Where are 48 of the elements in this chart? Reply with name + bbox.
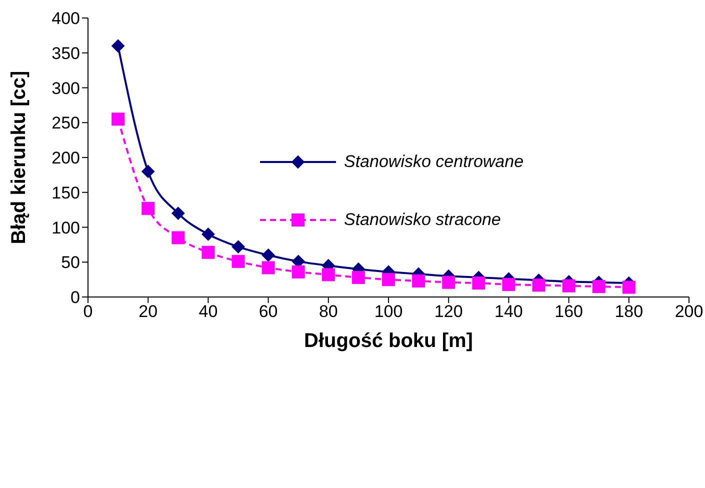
x-tick-label: 20 [138, 302, 158, 322]
y-tick-label: 300 [52, 78, 80, 98]
legend-label: Stanowisko centrowane [344, 152, 524, 172]
y-tick-label: 400 [52, 9, 80, 28]
x-tick-label: 60 [258, 302, 278, 322]
point [382, 273, 395, 286]
y-tick-label: 0 [70, 288, 80, 308]
y-tick-label: 250 [52, 114, 80, 133]
x-tick-label: 0 [83, 302, 93, 322]
y-tick-label: 200 [52, 148, 80, 168]
point [262, 248, 275, 262]
point [292, 265, 305, 278]
x-tick-label: 40 [198, 302, 218, 322]
point [442, 276, 456, 289]
y-tick-label: 150 [52, 183, 80, 202]
x-tick-label: 200 [674, 302, 704, 322]
point [202, 246, 215, 259]
x-tick-label: 160 [554, 302, 583, 322]
x-tick-label: 120 [434, 302, 463, 322]
point [532, 278, 546, 292]
point [262, 261, 275, 274]
point [232, 254, 245, 268]
x-axis-title: Długość boku [m] [304, 330, 473, 352]
legend-label: Stanowisko stracone [344, 210, 501, 230]
point [142, 164, 155, 178]
point [562, 279, 576, 292]
x-tick-label: 80 [318, 302, 338, 322]
point [622, 280, 636, 294]
x-tick-label: 140 [494, 302, 523, 322]
y-tick-label: 50 [61, 253, 80, 272]
point [412, 274, 426, 288]
point [112, 112, 125, 126]
point [142, 202, 155, 215]
point [322, 268, 335, 282]
point [112, 39, 125, 52]
point [172, 206, 185, 220]
point [352, 270, 365, 284]
point [472, 276, 486, 290]
point [172, 231, 185, 244]
point [592, 280, 606, 294]
point [232, 240, 245, 254]
y-tick-label: 350 [52, 44, 80, 63]
y-axis-title: Błąd kierunku [cc] [8, 70, 30, 244]
point [502, 278, 516, 291]
point [202, 228, 215, 241]
x-tick-label: 180 [614, 302, 644, 322]
y-tick-label: 100 [52, 218, 80, 238]
x-tick-label: 100 [374, 302, 403, 322]
